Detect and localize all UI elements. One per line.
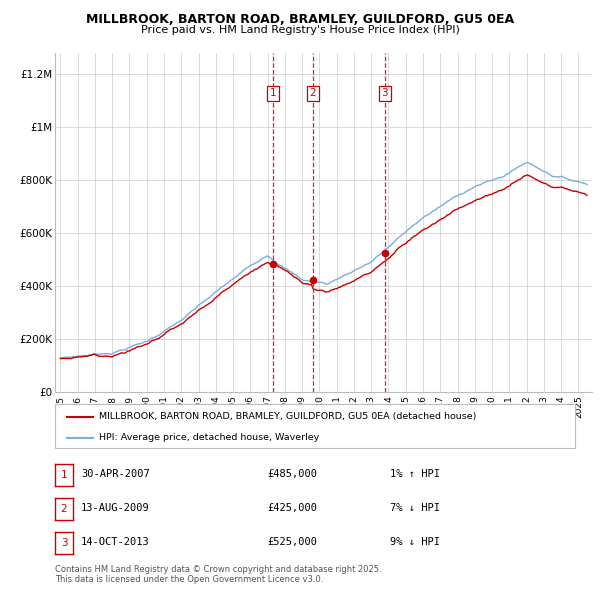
Text: £485,000: £485,000 — [267, 469, 317, 479]
Text: 1% ↑ HPI: 1% ↑ HPI — [390, 469, 440, 479]
Text: 13-AUG-2009: 13-AUG-2009 — [81, 503, 150, 513]
Text: 3: 3 — [382, 88, 388, 99]
Text: 3: 3 — [61, 538, 67, 548]
Text: 2: 2 — [310, 88, 316, 99]
Text: 30-APR-2007: 30-APR-2007 — [81, 469, 150, 479]
Text: 1: 1 — [61, 470, 67, 480]
Text: 9% ↓ HPI: 9% ↓ HPI — [390, 537, 440, 547]
Text: MILLBROOK, BARTON ROAD, BRAMLEY, GUILDFORD, GU5 0EA (detached house): MILLBROOK, BARTON ROAD, BRAMLEY, GUILDFO… — [100, 412, 477, 421]
Text: HPI: Average price, detached house, Waverley: HPI: Average price, detached house, Wave… — [100, 433, 320, 442]
Text: Contains HM Land Registry data © Crown copyright and database right 2025.
This d: Contains HM Land Registry data © Crown c… — [55, 565, 382, 584]
Text: Price paid vs. HM Land Registry's House Price Index (HPI): Price paid vs. HM Land Registry's House … — [140, 25, 460, 35]
Text: 7% ↓ HPI: 7% ↓ HPI — [390, 503, 440, 513]
Text: MILLBROOK, BARTON ROAD, BRAMLEY, GUILDFORD, GU5 0EA: MILLBROOK, BARTON ROAD, BRAMLEY, GUILDFO… — [86, 13, 514, 26]
Text: 1: 1 — [270, 88, 277, 99]
Text: £525,000: £525,000 — [267, 537, 317, 547]
Text: £425,000: £425,000 — [267, 503, 317, 513]
Text: 14-OCT-2013: 14-OCT-2013 — [81, 537, 150, 547]
Text: 2: 2 — [61, 504, 67, 514]
